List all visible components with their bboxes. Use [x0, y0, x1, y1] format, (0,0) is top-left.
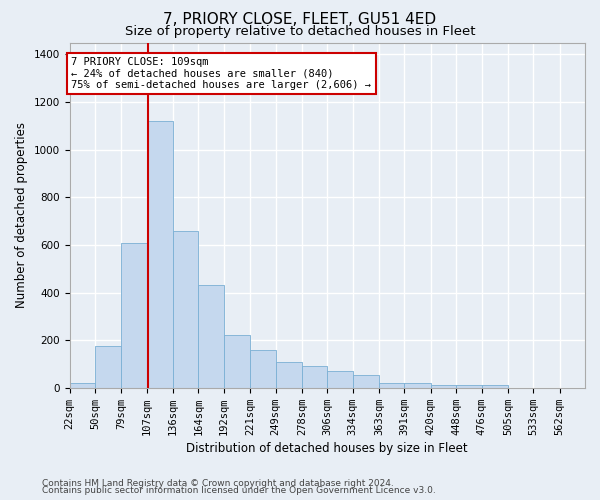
Bar	[224, 336, 250, 388]
Bar	[146, 121, 173, 388]
Bar	[302, 366, 327, 388]
Bar	[199, 286, 224, 388]
X-axis label: Distribution of detached houses by size in Fleet: Distribution of detached houses by size …	[187, 442, 468, 455]
Bar	[95, 346, 121, 388]
Bar	[250, 350, 275, 388]
Bar	[327, 371, 353, 388]
Bar	[431, 386, 456, 388]
Bar	[353, 374, 379, 388]
Bar	[275, 362, 302, 388]
Y-axis label: Number of detached properties: Number of detached properties	[15, 122, 28, 308]
Text: Size of property relative to detached houses in Fleet: Size of property relative to detached ho…	[125, 25, 475, 38]
Bar	[482, 386, 508, 388]
Bar	[121, 242, 146, 388]
Text: Contains HM Land Registry data © Crown copyright and database right 2024.: Contains HM Land Registry data © Crown c…	[42, 478, 394, 488]
Text: Contains public sector information licensed under the Open Government Licence v3: Contains public sector information licen…	[42, 486, 436, 495]
Text: 7, PRIORY CLOSE, FLEET, GU51 4ED: 7, PRIORY CLOSE, FLEET, GU51 4ED	[163, 12, 437, 28]
Bar	[456, 386, 482, 388]
Bar	[379, 383, 404, 388]
Bar	[173, 230, 199, 388]
Bar	[70, 383, 95, 388]
Text: 7 PRIORY CLOSE: 109sqm
← 24% of detached houses are smaller (840)
75% of semi-de: 7 PRIORY CLOSE: 109sqm ← 24% of detached…	[71, 57, 371, 90]
Bar	[404, 383, 431, 388]
